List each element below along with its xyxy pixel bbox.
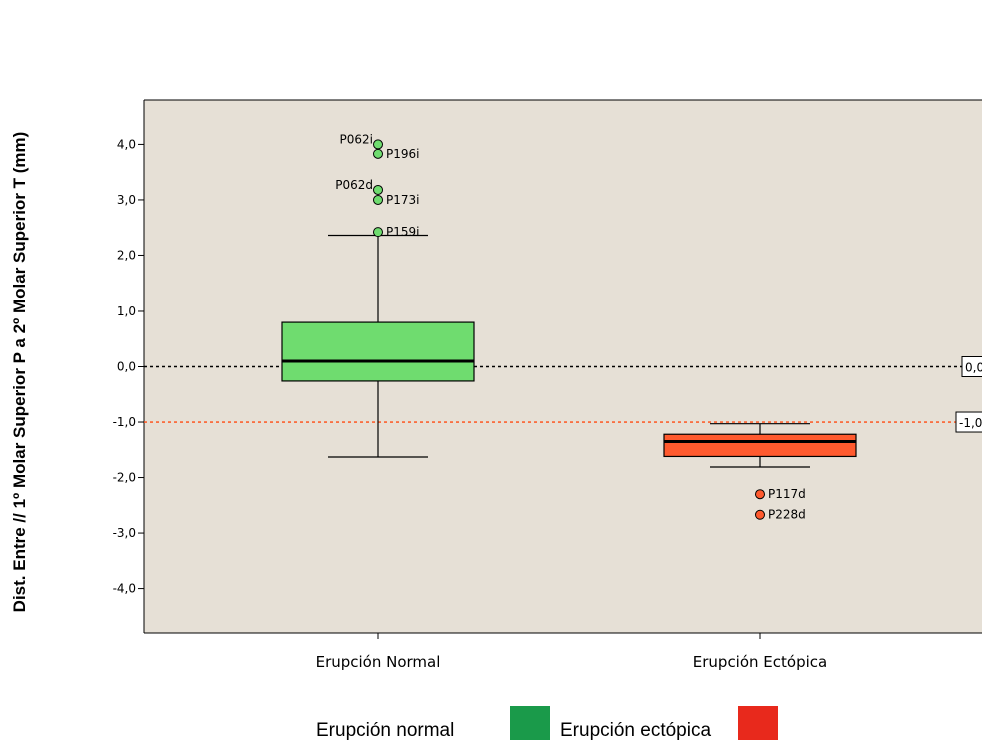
reference-line-label: -1,0 (959, 416, 982, 430)
y-tick-label: -2,0 (113, 471, 136, 485)
y-tick-label: 4,0 (117, 137, 136, 151)
legend-label-ectopic: Erupción ectópica (560, 720, 712, 741)
outlier-label: P196i (386, 147, 419, 161)
outlier-point (373, 139, 383, 150)
y-tick-label: 2,0 (117, 248, 136, 262)
box-group: P062i P196i P062d P173i P159i (281, 132, 475, 458)
y-tick-label: 0,0 (117, 360, 136, 374)
reference-line-label-box (955, 411, 982, 433)
y-axis-label-container: Dist. Entre // 1º Molar Superior P a 2º … (0, 0, 40, 744)
outlier-point (373, 194, 383, 205)
box-iqr (663, 433, 857, 458)
outlier-point (755, 489, 765, 500)
outlier-point (373, 148, 383, 159)
outlier-point (755, 509, 765, 520)
y-tick-label: -1,0 (113, 415, 136, 429)
box-plot-chart: 4,0 3,0 2,0 1,0 0,0 -1,0 -2,0 -3,0 -4,0 0,0 -1,0 P0… (113, 99, 982, 671)
outlier-label: P173i (386, 193, 419, 207)
y-tick-label: 3,0 (117, 193, 136, 207)
outlier-label: P228d (768, 508, 806, 522)
box-iqr (281, 321, 475, 382)
legend: Erupción normal Erupción ectópica (0, 706, 982, 742)
reference-line-label: 0,0 (965, 361, 982, 375)
outlier-label: P117d (768, 487, 806, 501)
reference-line-label-box (961, 356, 982, 377)
outlier-point (373, 184, 383, 195)
y-tick-label: 1,0 (117, 304, 136, 318)
y-axis-label: Dist. Entre // 1º Molar Superior P a 2º … (10, 131, 29, 613)
outlier-label: P159i (386, 225, 419, 239)
y-tick-label: -4,0 (113, 582, 136, 596)
x-tick-label: Erupción Ectópica (693, 653, 827, 671)
outlier-label: P062d (335, 178, 373, 192)
x-tick-label: Erupción Normal (316, 653, 441, 671)
legend-swatch-ectopic (738, 706, 778, 740)
legend-swatch-normal (510, 706, 550, 740)
y-tick-label: -3,0 (113, 526, 136, 540)
legend-label-normal: Erupción normal (316, 720, 455, 741)
plot-area (144, 100, 982, 633)
box-group: P117d P228d (663, 423, 857, 522)
outlier-label: P062i (340, 132, 373, 146)
outlier-point (373, 227, 383, 238)
